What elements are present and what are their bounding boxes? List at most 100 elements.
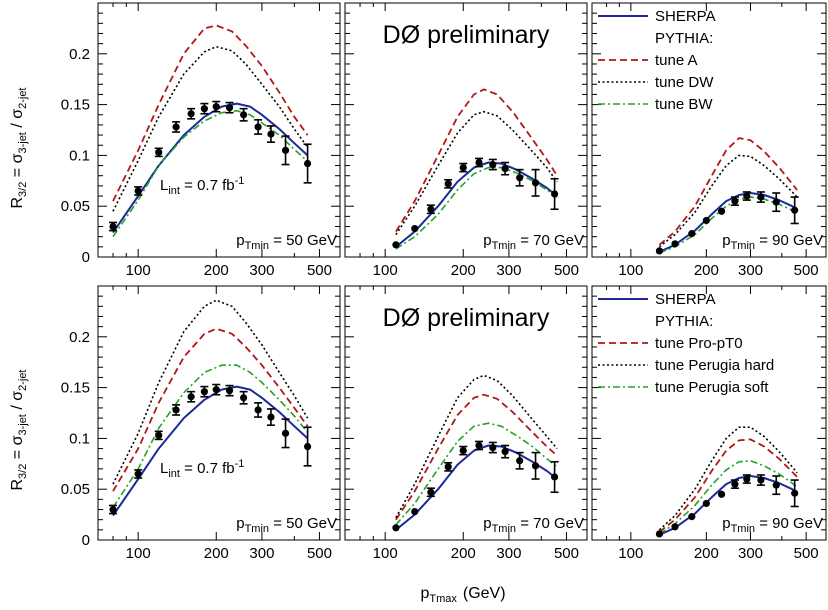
data-point xyxy=(516,174,524,182)
x-tick-label: 500 xyxy=(307,545,332,562)
data-point xyxy=(267,413,275,421)
legend-label: tune A xyxy=(655,52,698,69)
ptmin-label: pTmin = 70 GeV xyxy=(483,515,584,535)
data-point xyxy=(187,393,195,401)
series-line-tune-pro-pt0 xyxy=(395,393,558,521)
data-point xyxy=(688,230,696,238)
ptmin-label: pTmin = 50 GeV xyxy=(236,232,337,252)
data-point xyxy=(475,441,483,450)
data-point xyxy=(743,475,751,483)
data-point xyxy=(550,190,559,198)
data-point xyxy=(717,490,726,498)
data-point xyxy=(172,123,180,131)
data-point xyxy=(444,180,452,188)
data-point xyxy=(134,187,142,195)
data-point xyxy=(240,111,248,119)
x-tick-label: 100 xyxy=(373,262,398,279)
data-point xyxy=(489,160,497,169)
series-line-tune-pro-pt0 xyxy=(658,438,798,533)
data-point xyxy=(254,406,262,414)
data-point xyxy=(757,476,765,484)
data-point xyxy=(702,216,710,225)
data-point xyxy=(200,388,208,396)
data-point xyxy=(501,448,509,456)
x-tick-label: 200 xyxy=(204,262,229,279)
data-point xyxy=(791,489,799,497)
data-point xyxy=(411,507,419,516)
panel-r2-c3: 100 200 300 500 pTmin = 90 GeV SHERPA PYTHIA: … xyxy=(591,285,827,562)
x-tick-label: 200 xyxy=(451,545,476,562)
data-point xyxy=(531,462,540,470)
x-tick-label: 500 xyxy=(794,262,819,279)
x-tick-label: 200 xyxy=(204,545,229,562)
data-point xyxy=(109,505,117,514)
data-point xyxy=(134,470,142,478)
legend-label: PYTHIA: xyxy=(655,313,713,330)
x-tick-label: 300 xyxy=(249,262,274,279)
series-line-sherpa xyxy=(112,385,309,517)
data-point xyxy=(200,105,208,113)
series-line-tune-dw xyxy=(658,154,798,248)
x-tick-label: 500 xyxy=(554,545,579,562)
panel-frame xyxy=(344,2,588,258)
data-point xyxy=(772,198,780,206)
data-point xyxy=(281,146,290,154)
data-point xyxy=(671,240,679,248)
data-point xyxy=(731,197,739,205)
data-point xyxy=(655,247,664,255)
legend-label: tune Pro-pT0 xyxy=(655,335,743,352)
data-point xyxy=(459,446,467,455)
series-line-tune-a xyxy=(658,137,798,246)
data-point xyxy=(516,457,524,465)
y-axis-label-top: R3/2 = σ3-jet / σ2-jet xyxy=(9,88,29,209)
plot-area: 100 200 300 500 0 0.05 0.1 0.15 0.2 pTmin = 50 Ge… xyxy=(61,2,827,562)
data-point xyxy=(702,499,710,508)
data-point xyxy=(392,524,400,532)
y-tick-label: 0.1 xyxy=(69,430,90,447)
y-tick-label: 0.15 xyxy=(61,97,90,114)
y-tick-label: 0.05 xyxy=(61,481,90,498)
data-point xyxy=(743,192,751,200)
panel-r1-c2: 100 200 300 500 pTmin = 70 GeV DØ preliminary xyxy=(344,2,588,279)
series-line-tune-bw xyxy=(395,166,558,250)
x-tick-label: 200 xyxy=(694,262,719,279)
panel-frame xyxy=(97,2,341,258)
y-axis-label-bottom: R3/2 = σ3-jet / σ2-jet xyxy=(9,370,29,491)
panel-r1-c3: 100 200 300 500 pTmin = 90 GeV SHERPA PYTHIA: … xyxy=(591,2,827,279)
data-point xyxy=(757,193,765,201)
data-point xyxy=(303,442,312,451)
data-point xyxy=(501,165,509,173)
preliminary-label: DØ preliminary xyxy=(383,21,550,49)
preliminary-label: DØ preliminary xyxy=(383,304,550,332)
ptmin-label: pTmin = 50 GeV xyxy=(236,515,337,535)
x-tick-label: 300 xyxy=(738,545,763,562)
x-tick-label: 200 xyxy=(451,262,476,279)
data-point xyxy=(212,386,220,394)
legend: SHERPA PYTHIA: tune A tune DW tune BW xyxy=(598,8,716,113)
data-point xyxy=(475,158,483,167)
y-tick-label: 0.2 xyxy=(69,329,90,346)
data-point xyxy=(392,241,400,249)
series-line-tune-perugia-hard xyxy=(112,299,309,485)
data-point xyxy=(172,406,180,414)
data-point xyxy=(155,431,163,439)
series-line-tune-bw xyxy=(659,196,798,254)
data-point xyxy=(731,480,739,488)
y-tick-label: 0.05 xyxy=(61,198,90,215)
series-line-tune-pro-pt0 xyxy=(112,327,309,492)
legend-label: tune DW xyxy=(655,74,714,91)
lumi-label: Lint = 0.7 fb-1 xyxy=(160,458,244,480)
lumi-label: Lint = 0.7 fb-1 xyxy=(160,175,244,197)
panel-r1-c1: 100 200 300 500 0 0.05 0.1 0.15 0.2 pTmin = 50 Ge… xyxy=(61,2,341,279)
data-point xyxy=(772,481,780,489)
data-point xyxy=(225,104,234,112)
data-point xyxy=(427,488,435,496)
svg-text:R3/2 = σ3-jet / σ2-jet: R3/2 = σ3-jet / σ2-jet xyxy=(9,88,29,209)
data-point xyxy=(550,473,559,481)
x-tick-label: 500 xyxy=(554,262,579,279)
data-point xyxy=(717,207,726,215)
legend-label: tune Perugia soft xyxy=(655,379,769,396)
series-line-sherpa xyxy=(658,192,798,253)
y-tick-label: 0.1 xyxy=(69,147,90,164)
